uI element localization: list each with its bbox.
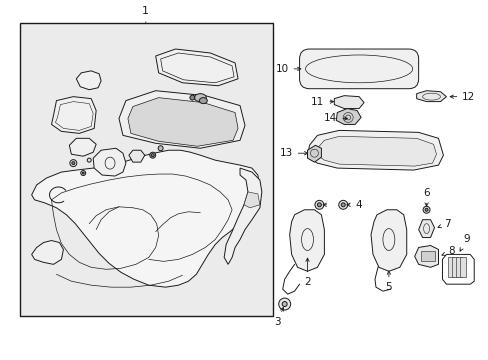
Ellipse shape — [149, 152, 155, 158]
Polygon shape — [129, 150, 144, 162]
Polygon shape — [334, 96, 364, 109]
Bar — [420, 251, 434, 261]
Ellipse shape — [422, 206, 429, 213]
Polygon shape — [244, 192, 259, 208]
Text: 1: 1 — [142, 6, 149, 23]
Polygon shape — [307, 145, 321, 162]
Text: 8: 8 — [441, 247, 454, 256]
Ellipse shape — [72, 162, 75, 165]
Text: 7: 7 — [437, 219, 450, 229]
Ellipse shape — [314, 201, 323, 209]
Ellipse shape — [278, 298, 290, 310]
Polygon shape — [119, 91, 244, 148]
Text: 2: 2 — [304, 258, 310, 287]
Polygon shape — [289, 210, 324, 271]
Polygon shape — [76, 71, 101, 90]
Text: 14: 14 — [324, 113, 347, 123]
Ellipse shape — [194, 94, 206, 102]
Ellipse shape — [199, 98, 207, 104]
Polygon shape — [336, 109, 360, 125]
Text: 9: 9 — [459, 234, 468, 251]
Ellipse shape — [424, 208, 427, 211]
Polygon shape — [93, 148, 126, 176]
Ellipse shape — [282, 302, 286, 306]
Polygon shape — [307, 130, 443, 170]
Polygon shape — [370, 210, 406, 271]
Text: 11: 11 — [310, 96, 333, 107]
Polygon shape — [155, 49, 238, 86]
Text: 6: 6 — [423, 188, 429, 206]
Polygon shape — [32, 150, 259, 287]
Polygon shape — [32, 240, 63, 264]
Text: 5: 5 — [385, 271, 391, 292]
Polygon shape — [455, 257, 461, 277]
Ellipse shape — [82, 172, 84, 174]
Ellipse shape — [70, 159, 77, 167]
Text: 3: 3 — [274, 307, 283, 327]
Text: 12: 12 — [449, 92, 475, 102]
Polygon shape — [418, 220, 434, 238]
FancyBboxPatch shape — [299, 49, 418, 89]
Ellipse shape — [151, 154, 154, 157]
Ellipse shape — [189, 95, 195, 100]
Polygon shape — [447, 257, 453, 277]
Polygon shape — [69, 138, 96, 156]
Text: 13: 13 — [279, 148, 307, 158]
Polygon shape — [416, 91, 446, 102]
Polygon shape — [317, 136, 436, 166]
Ellipse shape — [158, 146, 163, 151]
Ellipse shape — [338, 201, 347, 209]
Ellipse shape — [341, 203, 345, 207]
Ellipse shape — [81, 171, 85, 176]
Text: 10: 10 — [275, 64, 300, 74]
Bar — [20, 23, 272, 316]
Polygon shape — [51, 96, 96, 133]
Polygon shape — [128, 98, 238, 146]
Ellipse shape — [317, 203, 321, 207]
Polygon shape — [451, 257, 457, 277]
Polygon shape — [459, 257, 466, 277]
Text: 4: 4 — [346, 200, 361, 210]
Polygon shape — [224, 168, 262, 264]
Polygon shape — [414, 246, 438, 267]
Ellipse shape — [87, 158, 91, 162]
